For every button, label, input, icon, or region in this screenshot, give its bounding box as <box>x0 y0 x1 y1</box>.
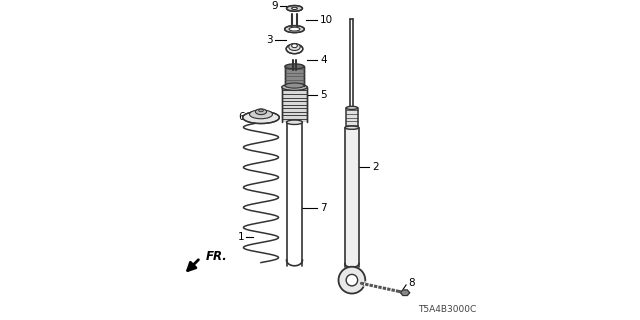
Text: 3: 3 <box>266 35 273 45</box>
Text: 7: 7 <box>320 204 326 213</box>
Text: 9: 9 <box>271 1 278 11</box>
Ellipse shape <box>285 26 305 33</box>
Text: 4: 4 <box>320 55 326 65</box>
Ellipse shape <box>286 44 303 54</box>
Ellipse shape <box>243 111 279 124</box>
Ellipse shape <box>339 267 365 293</box>
Ellipse shape <box>292 44 298 48</box>
Polygon shape <box>401 290 410 295</box>
Bar <box>285 67 304 85</box>
Text: 8: 8 <box>409 278 415 288</box>
Ellipse shape <box>289 27 300 31</box>
Ellipse shape <box>287 120 303 124</box>
Text: T5A4B3000C: T5A4B3000C <box>418 305 476 314</box>
Ellipse shape <box>346 274 358 286</box>
Text: 6: 6 <box>238 111 244 122</box>
Text: 2: 2 <box>372 162 379 172</box>
Bar <box>345 128 359 268</box>
Ellipse shape <box>292 7 298 10</box>
Ellipse shape <box>346 126 358 129</box>
Ellipse shape <box>285 64 304 69</box>
Ellipse shape <box>285 83 304 88</box>
Ellipse shape <box>289 44 300 51</box>
Bar <box>282 87 307 122</box>
Ellipse shape <box>345 126 359 129</box>
Ellipse shape <box>346 106 358 109</box>
Ellipse shape <box>255 109 267 115</box>
Text: 1: 1 <box>237 232 244 242</box>
Ellipse shape <box>259 109 264 112</box>
Ellipse shape <box>287 5 303 11</box>
Text: 5: 5 <box>320 90 326 100</box>
Bar <box>346 108 358 128</box>
Text: FR.: FR. <box>206 250 228 263</box>
Ellipse shape <box>250 110 273 119</box>
Ellipse shape <box>282 84 307 90</box>
Text: 10: 10 <box>320 14 333 25</box>
